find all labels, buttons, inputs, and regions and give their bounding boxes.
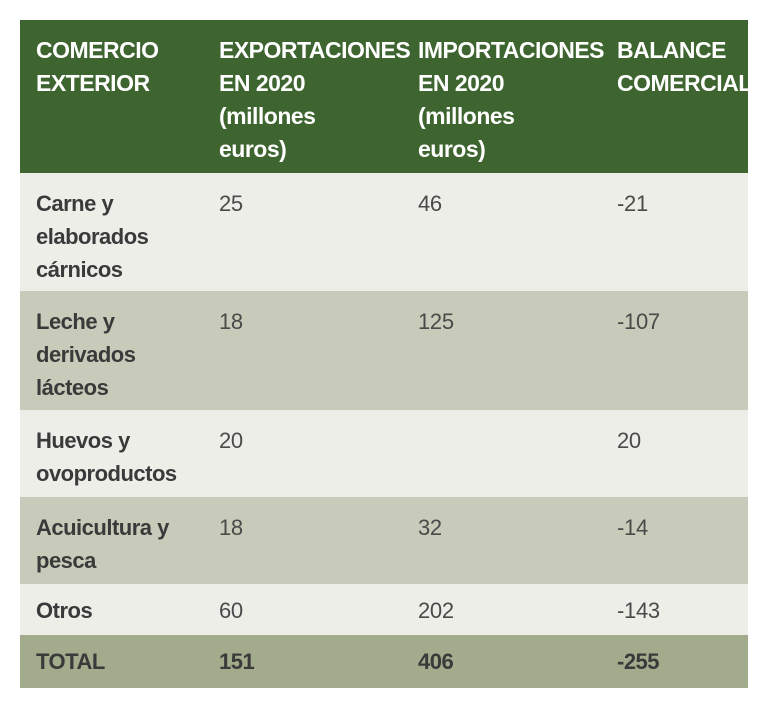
header-line: EN 2020 [219, 70, 306, 96]
header-line: (millones [418, 103, 515, 129]
label-line: elaborados [36, 224, 149, 249]
row-label: Otros [20, 594, 203, 635]
table-header-row: COMERCIO EXTERIOR EXPORTACIONES EN 2020 … [20, 20, 752, 173]
label-line: ovoproductos [36, 461, 177, 486]
label-line: Acuicultura y [36, 515, 169, 540]
label-line: lácteos [36, 375, 109, 400]
table-total-row: TOTAL 151 406 -255 [20, 635, 748, 688]
balance-cell: -107 [617, 309, 660, 334]
header-line: COMERCIAL [617, 70, 752, 96]
imports-cell [402, 424, 601, 497]
label-line: Leche y [36, 309, 115, 334]
label-line: pesca [36, 548, 96, 573]
header-comercio-exterior: COMERCIO EXTERIOR [20, 34, 203, 173]
label-line: cárnicos [36, 257, 123, 282]
balance-cell: 20 [617, 428, 641, 453]
imports-cell: 46 [418, 191, 442, 216]
header-balance-comercial: BALANCE COMERCIAL [601, 34, 752, 173]
total-imports: 406 [418, 649, 454, 674]
header-importaciones: IMPORTACIONES EN 2020 (millones euros) [402, 34, 605, 173]
header-line: IMPORTACIONES [418, 37, 605, 63]
total-label: TOTAL [36, 649, 105, 674]
total-exports: 151 [219, 649, 255, 674]
label-line: Carne y [36, 191, 114, 216]
balance-cell: -143 [617, 598, 660, 623]
exports-cell: 60 [219, 598, 243, 623]
table-row: Leche y derivados lácteos 18 125 -107 [20, 291, 748, 410]
label-line: derivados [36, 342, 136, 367]
header-line: EXTERIOR [36, 70, 150, 96]
header-line: euros) [219, 136, 287, 162]
table-row: Otros 60 202 -143 [20, 584, 748, 635]
imports-cell: 125 [418, 309, 454, 334]
balance-cell: -14 [617, 515, 648, 540]
exports-cell: 20 [219, 428, 243, 453]
trade-table: COMERCIO EXTERIOR EXPORTACIONES EN 2020 … [20, 20, 752, 688]
header-line: EXPORTACIONES [219, 37, 411, 63]
table-row: Carne y elaborados cárnicos 25 46 -21 [20, 173, 748, 291]
label-line: Otros [36, 598, 93, 623]
header-line: COMERCIO [36, 37, 159, 63]
total-balance: -255 [617, 649, 660, 674]
row-label: Huevos y ovoproductos [20, 424, 203, 497]
header-line: EN 2020 [418, 70, 505, 96]
label-line: Huevos y [36, 428, 130, 453]
imports-cell: 32 [418, 515, 442, 540]
table-row: Acuicultura y pesca 18 32 -14 [20, 497, 748, 584]
imports-cell: 202 [418, 598, 454, 623]
header-line: euros) [418, 136, 486, 162]
row-label: Leche y derivados lácteos [20, 305, 203, 410]
exports-cell: 18 [219, 309, 243, 334]
header-line: BALANCE [617, 37, 726, 63]
exports-cell: 18 [219, 515, 243, 540]
table-row: Huevos y ovoproductos 20 20 [20, 410, 748, 497]
row-label: Carne y elaborados cárnicos [20, 187, 203, 291]
balance-cell: -21 [617, 191, 648, 216]
row-label: Acuicultura y pesca [20, 511, 203, 584]
exports-cell: 25 [219, 191, 243, 216]
header-exportaciones: EXPORTACIONES EN 2020 (millones euros) [203, 34, 411, 173]
header-line: (millones [219, 103, 316, 129]
